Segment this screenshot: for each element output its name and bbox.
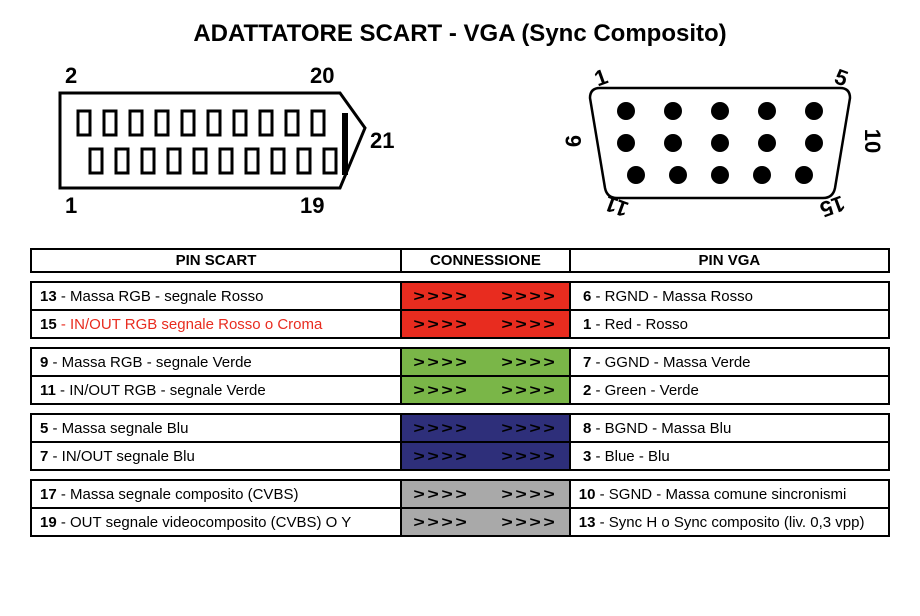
scart-svg — [30, 63, 410, 223]
table-header-row: PIN SCART CONNESSIONE PIN VGA — [31, 249, 889, 272]
connection-cell: >>>> >>>> — [401, 414, 570, 442]
table-row: 7 - IN/OUT segnale Blu>>>> >>>> 3 - Blue… — [31, 442, 889, 470]
scart-label-20: 20 — [310, 63, 334, 89]
table-row: 19 - OUT segnale videocomposito (CVBS) O… — [31, 508, 889, 536]
table-row: 9 - Massa RGB - segnale Verde>>>> >>>> 7… — [31, 348, 889, 376]
vga-label-6: 6 — [561, 135, 587, 147]
vga-pin-cell: 8 - BGND - Massa Blu — [570, 414, 889, 442]
vga-pin-cell: 13 - Sync H o Sync composito (liv. 0,3 v… — [570, 508, 889, 536]
scart-pin-cell: 5 - Massa segnale Blu — [31, 414, 401, 442]
scart-label-1: 1 — [65, 193, 77, 219]
scart-label-21: 21 — [370, 128, 394, 154]
scart-pin-cell: 15 - IN/OUT RGB segnale Rosso o Croma — [31, 310, 401, 338]
connection-cell: >>>> >>>> — [401, 348, 570, 376]
header-conn: CONNESSIONE — [401, 249, 570, 272]
scart-label-2: 2 — [65, 63, 77, 89]
connection-cell: >>>> >>>> — [401, 310, 570, 338]
table-row: 13 - Massa RGB - segnale Rosso>>>> >>>> … — [31, 282, 889, 310]
scart-pin-cell: 11 - IN/OUT RGB - segnale Verde — [31, 376, 401, 404]
vga-pin-cell: 6 - RGND - Massa Rosso — [570, 282, 889, 310]
vga-pin-cell: 7 - GGND - Massa Verde — [570, 348, 889, 376]
page-title: ADATTATORE SCART - VGA (Sync Composito) — [30, 20, 890, 48]
table-row: 5 - Massa segnale Blu>>>> >>>> 8 - BGND … — [31, 414, 889, 442]
connection-cell: >>>> >>>> — [401, 442, 570, 470]
connection-cell: >>>> >>>> — [401, 508, 570, 536]
scart-pin-cell: 17 - Massa segnale composito (CVBS) — [31, 480, 401, 508]
scart-pin-cell: 7 - IN/OUT segnale Blu — [31, 442, 401, 470]
table-row: 11 - IN/OUT RGB - segnale Verde>>>> >>>>… — [31, 376, 889, 404]
table-row: 15 - IN/OUT RGB segnale Rosso o Croma>>>… — [31, 310, 889, 338]
vga-pin-cell: 2 - Green - Verde — [570, 376, 889, 404]
scart-label-19: 19 — [300, 193, 324, 219]
scart-pin-cell: 13 - Massa RGB - segnale Rosso — [31, 282, 401, 310]
table-row: 17 - Massa segnale composito (CVBS)>>>> … — [31, 480, 889, 508]
vga-pin-cell: 10 - SGND - Massa comune sincronismi — [570, 480, 889, 508]
pin-mapping-table: PIN SCART CONNESSIONE PIN VGA 13 - Massa… — [30, 248, 890, 537]
connection-cell: >>>> >>>> — [401, 282, 570, 310]
vga-pin-cell: 1 - Red - Rosso — [570, 310, 889, 338]
header-scart: PIN SCART — [31, 249, 401, 272]
vga-label-10: 10 — [859, 129, 885, 153]
scart-pin-cell: 19 - OUT segnale videocomposito (CVBS) O… — [31, 508, 401, 536]
connection-cell: >>>> >>>> — [401, 480, 570, 508]
header-vga: PIN VGA — [570, 249, 889, 272]
vga-pin-cell: 3 - Blue - Blu — [570, 442, 889, 470]
vga-connector: 1 5 6 10 11 15 — [560, 63, 890, 223]
connector-diagrams: 2 20 21 1 19 1 5 6 10 11 15 — [30, 63, 890, 223]
scart-connector: 2 20 21 1 19 — [30, 63, 410, 223]
scart-pin-cell: 9 - Massa RGB - segnale Verde — [31, 348, 401, 376]
connection-cell: >>>> >>>> — [401, 376, 570, 404]
